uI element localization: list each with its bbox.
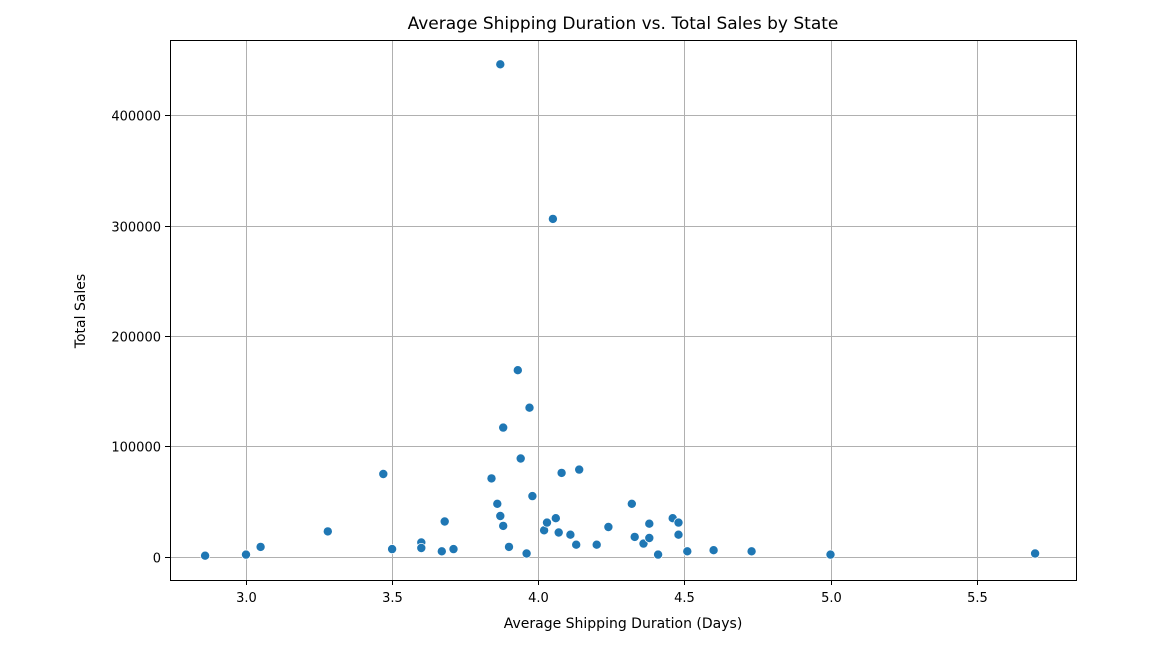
x-tick-label: 3.0: [236, 591, 257, 606]
data-point: [626, 498, 637, 509]
data-point: [436, 546, 447, 557]
data-point: [378, 468, 389, 479]
data-point: [524, 402, 535, 413]
y-tick-label: 300000: [111, 221, 161, 236]
data-point: [550, 513, 561, 524]
plot-frame: [170, 40, 1077, 581]
y-tick-label: 0: [153, 552, 161, 567]
data-point: [571, 539, 582, 550]
data-point: [515, 453, 526, 464]
data-point: [574, 464, 585, 475]
data-point: [553, 527, 564, 538]
y-tick-label: 100000: [111, 441, 161, 456]
x-tick-label: 4.0: [528, 591, 549, 606]
data-point: [673, 529, 684, 540]
data-point: [547, 213, 558, 224]
data-point: [746, 546, 757, 557]
data-point: [492, 498, 503, 509]
data-point: [603, 522, 614, 533]
data-point: [503, 541, 514, 552]
data-point: [322, 526, 333, 537]
points-layer: [200, 59, 1041, 561]
data-point: [682, 546, 693, 557]
data-point: [495, 510, 506, 521]
x-tick-label: 5.5: [967, 591, 988, 606]
x-tick-label: 4.5: [674, 591, 695, 606]
x-tick-label: 3.5: [382, 591, 403, 606]
data-point: [653, 549, 664, 560]
data-point: [673, 517, 684, 528]
data-point: [387, 544, 398, 555]
data-point: [448, 544, 459, 555]
data-point: [495, 59, 506, 70]
grid-layer: [170, 40, 1076, 580]
data-point: [708, 545, 719, 556]
x-axis-label: Average Shipping Duration (Days): [504, 616, 743, 632]
data-point: [498, 520, 509, 531]
data-point: [416, 543, 427, 554]
data-point: [644, 533, 655, 544]
chart-title: Average Shipping Duration vs. Total Sale…: [408, 14, 839, 34]
data-point: [240, 549, 251, 560]
y-axis-label: Total Sales: [73, 274, 89, 349]
data-point: [521, 548, 532, 559]
y-tick-label: 200000: [111, 331, 161, 346]
ticks-layer: 3.0 3.5 4.0 4.5 5.0 5.5 0 100000 200000 300000 400…: [111, 110, 987, 607]
data-point: [512, 365, 523, 376]
data-point: [644, 518, 655, 529]
data-point: [255, 541, 266, 552]
y-tick-label: 400000: [111, 110, 161, 125]
data-point: [565, 529, 576, 540]
data-point: [486, 473, 497, 484]
data-point: [1030, 548, 1041, 559]
data-point: [825, 549, 836, 560]
data-point: [542, 517, 553, 528]
x-tick-label: 5.0: [821, 591, 842, 606]
data-point: [556, 467, 567, 478]
data-point: [439, 516, 450, 527]
data-point: [200, 550, 211, 561]
data-point: [629, 531, 640, 542]
data-point: [498, 422, 509, 433]
data-point: [527, 491, 538, 502]
data-point: [591, 539, 602, 550]
